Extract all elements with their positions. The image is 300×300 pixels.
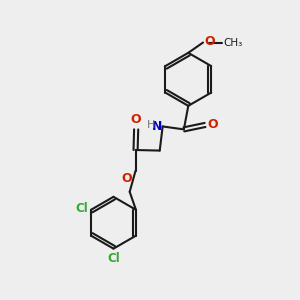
Text: N: N: [152, 120, 162, 133]
Text: Cl: Cl: [107, 252, 120, 265]
Text: O: O: [122, 172, 132, 185]
Text: H: H: [147, 120, 155, 130]
Text: CH₃: CH₃: [223, 38, 242, 47]
Text: Cl: Cl: [75, 202, 88, 215]
Text: O: O: [207, 118, 218, 131]
Text: O: O: [131, 113, 142, 126]
Text: O: O: [205, 35, 215, 48]
